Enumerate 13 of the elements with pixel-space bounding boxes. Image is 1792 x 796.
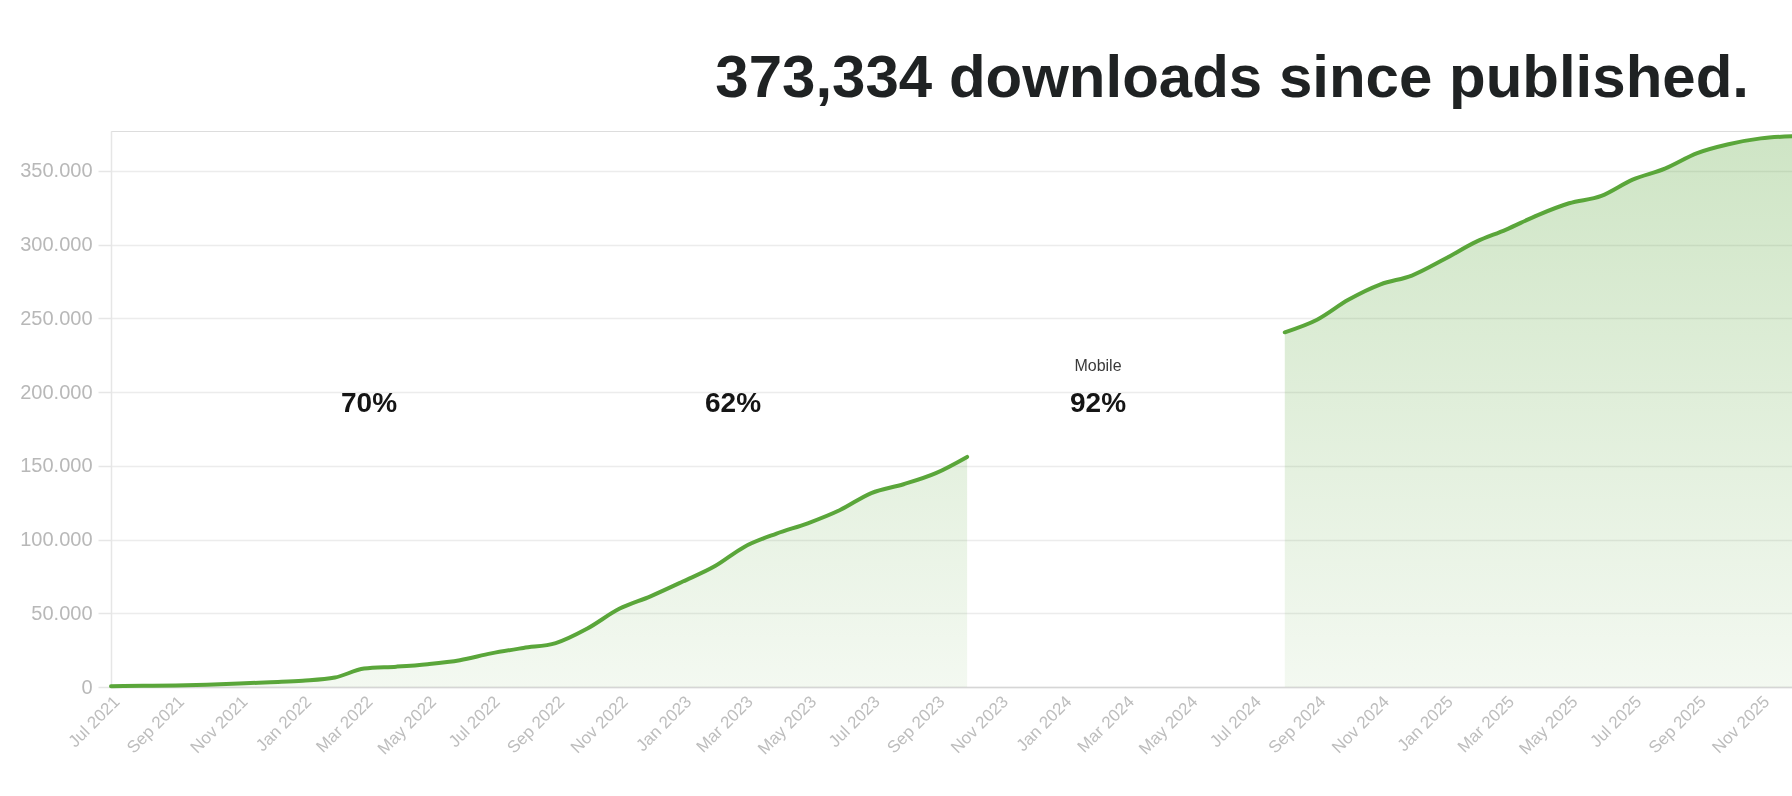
y-tick-label: 0 xyxy=(81,675,93,698)
y-tick-label: 300.000 xyxy=(20,233,93,256)
annotation: 62% xyxy=(704,387,762,418)
y-tick-label: 100.000 xyxy=(20,528,93,551)
y-tick-label: 250.000 xyxy=(20,306,93,329)
y-tick-label: 150.000 xyxy=(20,454,93,477)
y-tick-label: 50.000 xyxy=(31,601,93,624)
y-tick-label: 200.000 xyxy=(20,380,93,403)
annotation: Mobile xyxy=(1074,357,1122,374)
y-tick-label: 350.000 xyxy=(20,159,93,182)
chart-title: 373,334 downloads since published. xyxy=(715,43,1749,110)
annotation: 70% xyxy=(340,387,398,418)
annotation: 92% xyxy=(1069,387,1127,418)
